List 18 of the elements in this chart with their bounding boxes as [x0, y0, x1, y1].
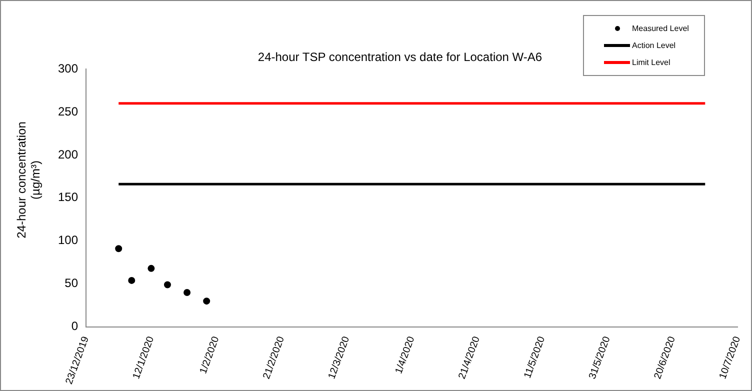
y-axis-title: 24-hour concentration (µg/m³) [14, 122, 42, 238]
legend-label: Limit Level [632, 58, 670, 67]
legend-label: Action Level [632, 41, 676, 50]
point [148, 264, 155, 272]
chart-title: 24-hour TSP concentration vs date for Location W-A6 [258, 50, 542, 64]
y-tick-label: 150 [58, 190, 78, 204]
point [203, 298, 210, 305]
y-tick-label: 100 [58, 233, 78, 248]
y-tick-label: 200 [58, 147, 78, 162]
point [115, 245, 122, 252]
point [128, 276, 136, 284]
point [184, 288, 191, 296]
point [164, 281, 171, 288]
y-tick-label: 0 [71, 319, 78, 334]
y-tick-label: 300 [58, 61, 78, 76]
y-tick-label: 50 [64, 276, 78, 290]
legend-label: Measured Level [632, 24, 689, 33]
y-tick-label: 250 [58, 104, 78, 118]
